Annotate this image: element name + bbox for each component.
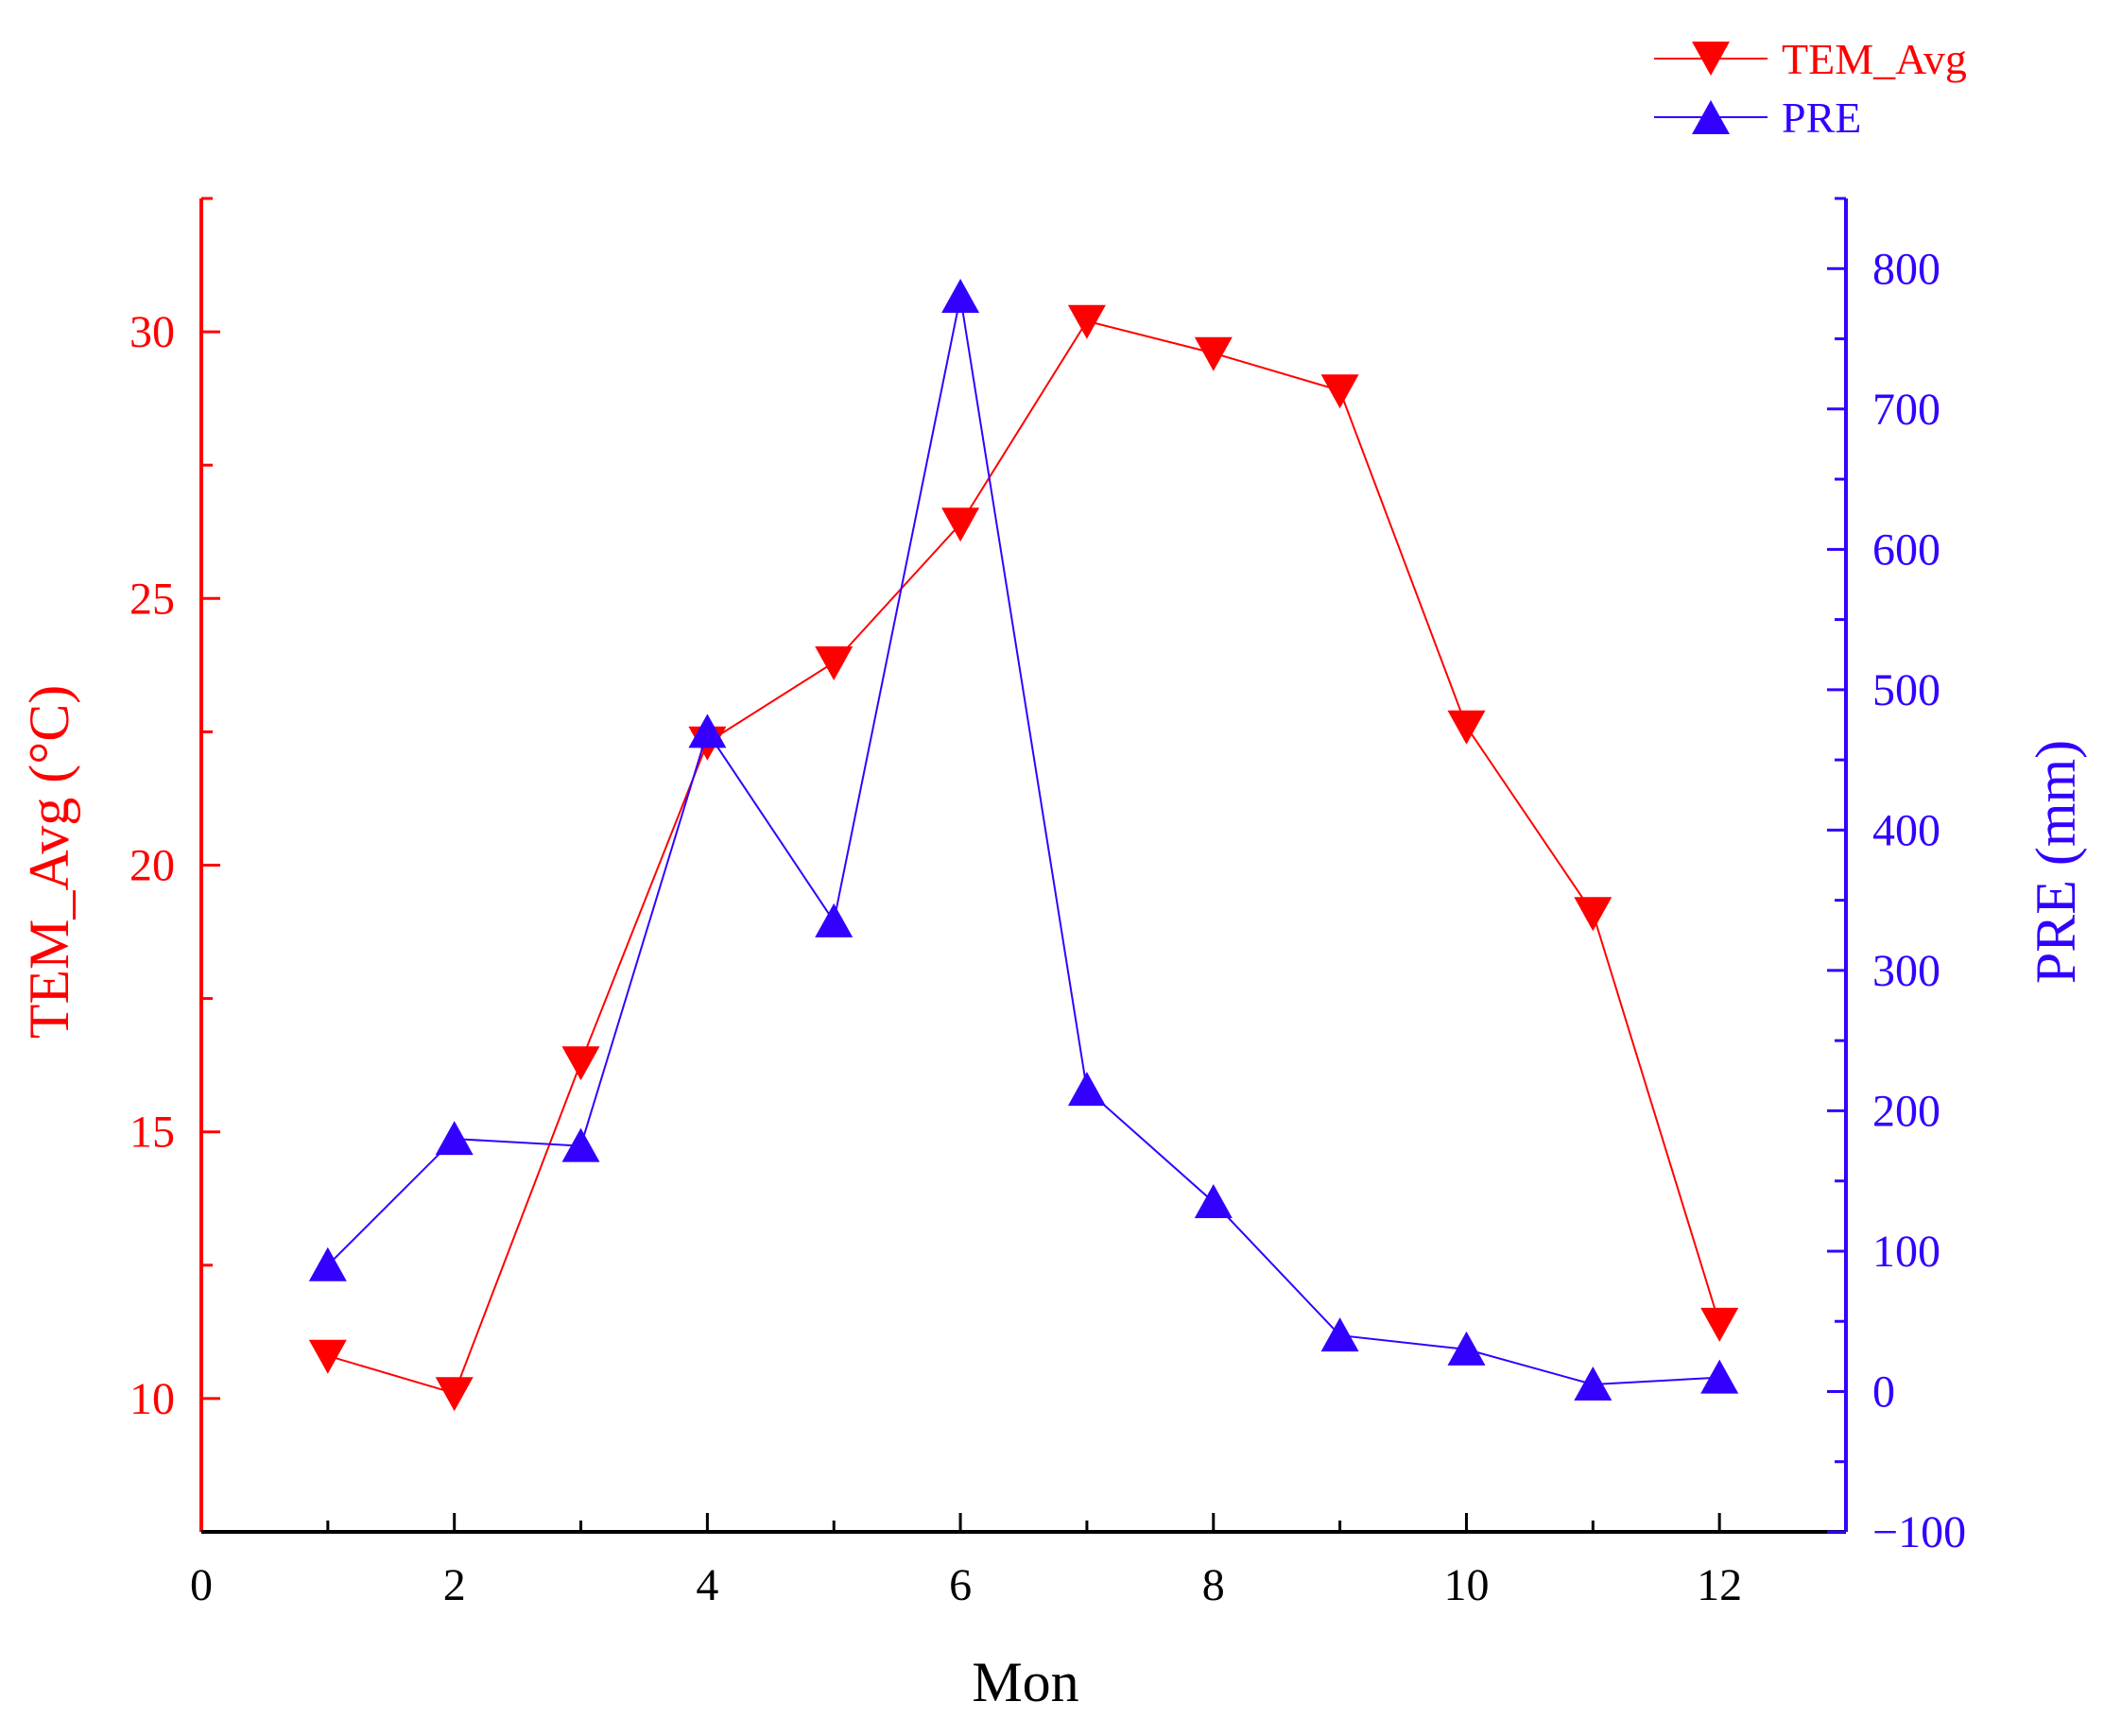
- right-tick-label: 0: [1872, 1366, 1895, 1417]
- x-axis-title: Mon: [972, 1651, 1078, 1713]
- right-tick-label: 500: [1872, 665, 1940, 715]
- legend-marker-tem-avg: [1692, 42, 1730, 76]
- x-tick-label: 0: [190, 1560, 213, 1610]
- data-point-pre: [815, 902, 854, 937]
- legend-item-pre: PRE: [1654, 94, 1861, 142]
- x-tick-label: 8: [1202, 1560, 1225, 1610]
- left-axis-title: TEM_Avg (°C): [18, 685, 80, 1040]
- left-tick-label: 25: [129, 574, 175, 624]
- data-point-tem-avg: [1574, 897, 1612, 932]
- left-tick-label: 15: [129, 1108, 175, 1158]
- data-point-pre: [941, 279, 980, 313]
- data-point-pre: [308, 1246, 347, 1281]
- data-point-pre: [1447, 1331, 1486, 1366]
- data-point-pre: [1067, 1072, 1106, 1107]
- right-tick-label: −100: [1872, 1507, 1966, 1557]
- series-layer: [308, 279, 1739, 1412]
- left-tick-label: 20: [129, 841, 175, 891]
- right-tick-label: 600: [1872, 524, 1940, 575]
- data-point-tem-avg: [1320, 374, 1359, 409]
- data-point-tem-avg: [561, 1046, 600, 1081]
- x-tick-label: 10: [1443, 1560, 1489, 1610]
- data-point-pre: [1700, 1359, 1739, 1394]
- data-point-tem-avg: [308, 1339, 347, 1374]
- data-point-pre: [1574, 1366, 1612, 1401]
- x-tick-label: 12: [1697, 1560, 1742, 1610]
- legend-label-pre: PRE: [1782, 94, 1861, 142]
- right-tick-label: 400: [1872, 805, 1940, 855]
- data-point-tem-avg: [1700, 1307, 1739, 1342]
- data-point-tem-avg: [1067, 304, 1106, 339]
- legend-label-tem-avg: TEM_Avg: [1782, 35, 1967, 83]
- legend-item-tem-avg: TEM_Avg: [1654, 35, 1967, 83]
- series-line-pre: [327, 296, 1720, 1386]
- right-tick-label: 100: [1872, 1227, 1940, 1277]
- x-tick-label: 6: [949, 1560, 972, 1610]
- right-tick-label: 200: [1872, 1086, 1940, 1136]
- legend-marker-pre: [1692, 100, 1730, 134]
- x-tick-label: 4: [696, 1560, 718, 1610]
- data-point-pre: [1320, 1317, 1359, 1352]
- data-point-tem-avg: [1194, 336, 1233, 371]
- right-axis-title: PRE (mm): [2025, 740, 2087, 984]
- left-tick-label: 10: [129, 1374, 175, 1424]
- series-line-tem-avg: [327, 319, 1721, 1395]
- right-tick-label: 800: [1872, 244, 1940, 294]
- data-point-pre: [435, 1121, 474, 1156]
- data-point-pre: [688, 713, 727, 748]
- right-tick-label: 300: [1872, 946, 1940, 996]
- right-tick-label: 700: [1872, 385, 1940, 435]
- data-point-pre: [1194, 1184, 1233, 1218]
- x-tick-label: 2: [443, 1560, 466, 1610]
- data-point-tem-avg: [815, 646, 854, 680]
- data-point-tem-avg: [435, 1377, 474, 1412]
- data-point-pre: [561, 1127, 600, 1162]
- legend: TEM_Avg PRE: [1654, 35, 1967, 142]
- left-tick-label: 30: [129, 307, 175, 357]
- data-point-tem-avg: [941, 507, 980, 542]
- axes-layer: 10 15 20 25 30 −100 0 100 200 300 400 500 600 700 800 0…: [129, 197, 1966, 1610]
- data-point-tem-avg: [1447, 710, 1486, 745]
